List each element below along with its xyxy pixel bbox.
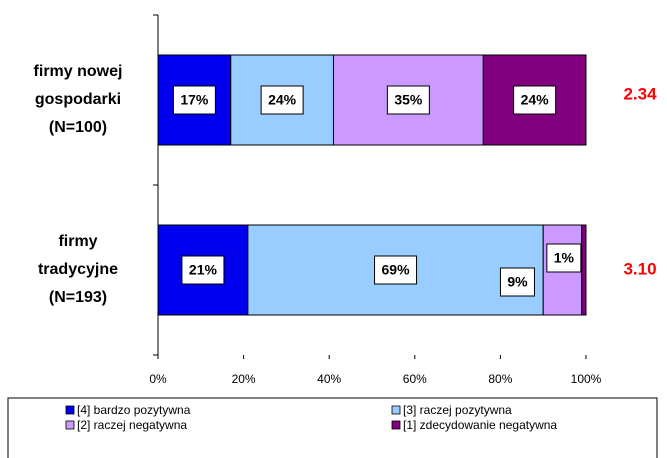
legend-box xyxy=(7,397,658,458)
legend-swatch xyxy=(65,405,75,415)
value-label-box xyxy=(374,255,418,285)
category-label: gospodarki xyxy=(35,91,121,108)
category-label: firmy xyxy=(58,233,97,250)
legend-swatch xyxy=(65,420,75,430)
category-label: tradycyjne xyxy=(38,261,118,278)
value-label: 9% xyxy=(507,274,528,290)
legend-label: [4] bardzo pozytywna xyxy=(77,403,191,417)
legend-swatch xyxy=(391,420,401,430)
x-tick-label: 0% xyxy=(149,372,167,386)
value-label-box xyxy=(181,255,225,285)
legend-label: [3] raczej pozytywna xyxy=(403,403,512,417)
value-label: 1% xyxy=(554,250,575,266)
value-label-box xyxy=(172,85,216,115)
value-label-box xyxy=(386,85,430,115)
legend-swatch xyxy=(391,405,401,415)
value-label: 17% xyxy=(180,92,209,108)
category-label: firmy nowej xyxy=(34,63,123,80)
value-label-box xyxy=(546,243,582,273)
value-label: 35% xyxy=(394,92,423,108)
value-label-box xyxy=(513,85,557,115)
x-tick-label: 40% xyxy=(317,372,341,386)
value-label-box xyxy=(499,267,535,297)
x-tick-label: 60% xyxy=(403,372,427,386)
bar-segment xyxy=(581,224,587,316)
category-label: (N=193) xyxy=(49,289,107,306)
annotation: 3.10 xyxy=(623,259,656,278)
value-label: 21% xyxy=(189,262,218,278)
legend-label: [1] zdecydowanie negatywna xyxy=(403,418,557,432)
x-tick-label: 20% xyxy=(232,372,256,386)
annotation: 2.34 xyxy=(623,84,657,103)
value-label: 24% xyxy=(521,92,550,108)
value-label: 24% xyxy=(268,92,297,108)
value-label-box xyxy=(260,85,304,115)
category-label: (N=100) xyxy=(49,119,107,136)
value-label: 69% xyxy=(382,262,411,278)
x-tick-label: 80% xyxy=(488,372,512,386)
x-tick-label: 100% xyxy=(571,372,602,386)
legend-label: [2] raczej negatywna xyxy=(77,418,187,432)
